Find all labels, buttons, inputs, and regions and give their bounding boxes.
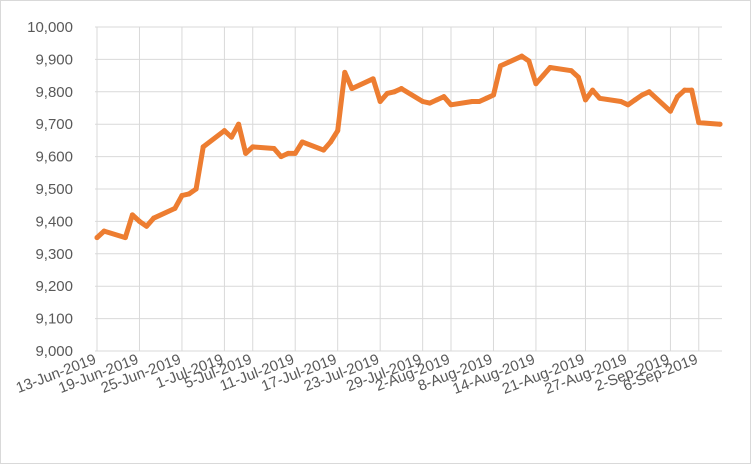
data-point [172, 205, 178, 211]
data-point [533, 81, 539, 87]
data-point [526, 58, 532, 64]
data-point [349, 86, 355, 92]
data-point [639, 92, 645, 98]
data-point [490, 92, 496, 98]
data-point [625, 102, 631, 108]
series-line [94, 53, 723, 241]
y-tick-label: 9,400 [35, 213, 73, 230]
data-point [377, 99, 383, 105]
data-point [689, 87, 695, 93]
y-tick-label: 9,800 [35, 84, 73, 101]
data-point [448, 102, 454, 108]
data-point [590, 87, 596, 93]
data-point [682, 87, 688, 93]
data-point [179, 192, 185, 198]
data-point [441, 94, 447, 100]
data-point [597, 95, 603, 101]
y-tick-label: 9,000 [35, 343, 73, 360]
data-point [299, 139, 305, 145]
data-point [335, 128, 341, 134]
data-point [420, 99, 426, 105]
data-point [476, 99, 482, 105]
y-tick-label: 9,100 [35, 311, 73, 328]
data-point [717, 121, 723, 127]
data-point [221, 128, 227, 134]
data-point [328, 139, 334, 145]
data-point [547, 65, 553, 70]
y-tick-label: 9,500 [35, 181, 73, 198]
data-point [575, 74, 581, 80]
data-point [186, 191, 192, 197]
data-point [342, 69, 348, 75]
data-point [384, 90, 390, 96]
data-point [675, 94, 681, 100]
data-point [285, 150, 291, 156]
data-point [391, 89, 397, 95]
data-point [582, 97, 588, 103]
data-point [498, 63, 504, 69]
data-point [144, 223, 150, 229]
data-point [129, 212, 135, 218]
data-point [151, 215, 157, 221]
y-axis-tick-labels: 9,000 9,100 9,200 9,300 9,400 9,500 9,600 9,700… [27, 19, 73, 360]
data-point [398, 86, 404, 92]
data-point [200, 144, 206, 150]
y-tick-label: 9,200 [35, 278, 73, 295]
y-tick-label: 9,600 [35, 149, 73, 166]
data-point [632, 97, 638, 103]
data-point [618, 99, 624, 105]
data-point [321, 147, 327, 153]
data-point [278, 154, 284, 160]
data-point [243, 150, 249, 156]
series-layer [94, 53, 723, 241]
data-point [193, 186, 199, 192]
y-tick-label: 9,300 [35, 246, 73, 263]
data-point [519, 53, 525, 59]
data-point [667, 108, 673, 114]
data-point [94, 235, 100, 241]
data-point [236, 121, 242, 127]
data-point [370, 76, 376, 82]
data-point [250, 144, 256, 150]
data-point [122, 235, 128, 241]
data-point [229, 134, 235, 140]
data-point [434, 97, 440, 103]
y-tick-label: 9,900 [35, 51, 73, 68]
x-axis-tick-labels: 13-Jun-201919-Jun-201925-Jun-20191-Jul-2… [14, 351, 700, 398]
y-tick-label: 10,000 [27, 19, 73, 36]
data-point [427, 100, 433, 106]
data-point [136, 218, 142, 224]
y-tick-label: 9,700 [35, 116, 73, 133]
data-point [469, 99, 475, 105]
data-point [292, 150, 298, 156]
data-point [646, 89, 652, 95]
data-point [568, 68, 574, 74]
data-point [271, 146, 277, 151]
data-point [483, 95, 489, 101]
data-point [540, 73, 546, 79]
data-point [101, 228, 107, 234]
gridlines [95, 26, 722, 352]
data-point [696, 120, 702, 126]
